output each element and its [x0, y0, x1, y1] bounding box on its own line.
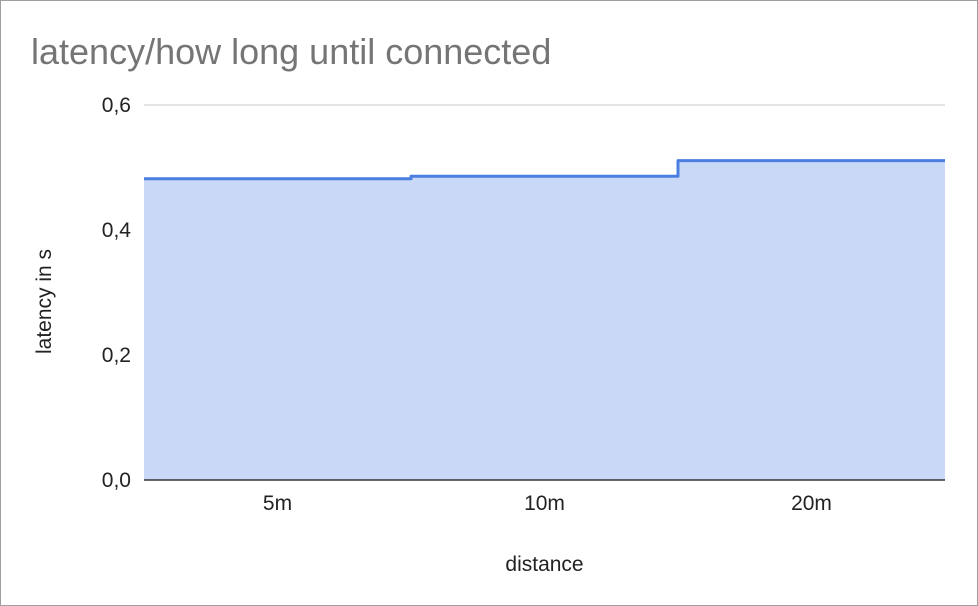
x-tick-label: 10m: [524, 492, 565, 515]
y-tick-label: 0,0: [102, 469, 131, 492]
y-tick-label: 0,2: [102, 344, 131, 367]
series-area-fill: [144, 160, 945, 480]
y-axis-ticks: 0,0 0,2 0,4 0,6: [102, 94, 132, 492]
series-line: [144, 159, 945, 181]
x-tick-label: 20m: [791, 492, 832, 515]
y-axis-title: latency in s: [33, 249, 56, 354]
x-axis-title: distance: [505, 553, 583, 576]
x-axis-ticks: 5m 10m 20m: [263, 492, 832, 515]
y-tick-label: 0,4: [102, 219, 132, 242]
chart-title: latency/how long until connected: [31, 31, 552, 72]
x-tick-label: 5m: [263, 492, 292, 515]
y-tick-label: 0,6: [102, 94, 131, 117]
